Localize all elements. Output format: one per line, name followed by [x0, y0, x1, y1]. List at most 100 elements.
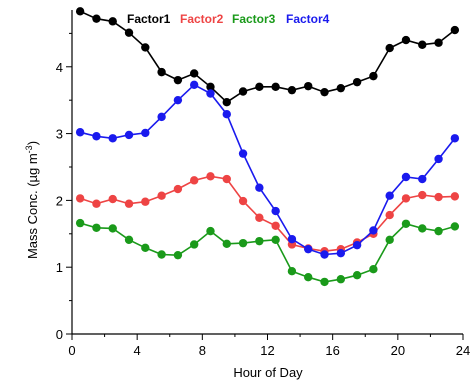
x-tick-label: 16 — [325, 343, 339, 358]
data-point-factor3 — [271, 235, 280, 245]
data-point-factor2 — [255, 213, 264, 222]
data-point-factor4 — [352, 240, 362, 250]
data-point-factor1 — [320, 87, 329, 97]
data-point-factor1 — [75, 7, 85, 16]
data-point-factor1 — [385, 43, 394, 53]
data-point-factor1 — [336, 83, 346, 93]
data-point-factor3 — [92, 223, 101, 232]
data-point-factor2 — [434, 192, 443, 202]
x-tick-label: 4 — [134, 343, 141, 358]
data-point-factor1 — [255, 82, 264, 92]
data-point-factor3 — [141, 243, 150, 253]
data-point-factor1 — [108, 17, 117, 26]
data-point-factor1 — [271, 82, 280, 92]
y-axis-title-superscript: -3 — [24, 145, 34, 153]
y-axis-title: Mass Conc. (µg m-3) — [24, 141, 40, 259]
series-factor1 — [75, 7, 460, 107]
y-axis-title-suffix: ) — [25, 141, 40, 145]
data-point-factor4 — [287, 234, 297, 244]
data-point-factor1 — [124, 28, 134, 37]
y-tick-label: 2 — [56, 193, 63, 208]
data-point-factor3 — [255, 236, 264, 246]
data-point-factor4 — [418, 174, 427, 184]
data-point-factor2 — [141, 197, 150, 206]
data-point-factor3 — [320, 277, 329, 287]
series-layer — [75, 7, 460, 287]
data-point-factor1 — [222, 97, 231, 107]
data-point-factor2 — [238, 196, 248, 206]
data-point-factor4 — [450, 134, 460, 143]
data-point-factor2 — [189, 176, 199, 185]
data-point-factor1 — [189, 69, 199, 78]
data-point-factor2 — [418, 190, 427, 200]
data-point-factor2 — [206, 172, 215, 181]
data-point-factor2 — [401, 194, 411, 203]
data-point-factor1 — [450, 25, 460, 35]
data-point-factor3 — [173, 250, 183, 260]
data-point-factor3 — [369, 265, 378, 274]
x-tick-label: 0 — [68, 343, 75, 358]
data-point-factor3 — [124, 235, 134, 245]
data-point-factor3 — [157, 250, 166, 259]
data-point-factor3 — [222, 239, 231, 249]
data-point-factor4 — [336, 248, 346, 258]
data-point-factor3 — [352, 271, 362, 280]
legend-item-factor3: Factor3 — [232, 12, 276, 26]
data-point-factor4 — [401, 172, 411, 182]
data-point-factor1 — [304, 81, 313, 91]
data-point-factor2 — [108, 194, 117, 204]
data-point-factor1 — [287, 85, 297, 95]
legend-item-factor4: Factor4 — [286, 12, 330, 26]
data-point-factor4 — [385, 191, 394, 200]
data-point-factor4 — [141, 128, 150, 138]
data-point-factor3 — [189, 240, 199, 249]
data-point-factor3 — [418, 224, 427, 233]
series-factor3 — [75, 218, 460, 287]
data-point-factor2 — [92, 199, 101, 208]
data-point-factor3 — [401, 219, 411, 228]
data-point-factor4 — [173, 95, 183, 105]
data-point-factor2 — [173, 184, 183, 194]
y-tick-label: 0 — [56, 327, 63, 342]
data-point-factor4 — [157, 112, 166, 122]
data-point-factor2 — [271, 221, 280, 230]
data-point-factor3 — [385, 235, 394, 245]
data-point-factor4 — [189, 80, 199, 90]
data-point-factor1 — [434, 38, 443, 47]
x-tick-label: 8 — [199, 343, 206, 358]
legend: Factor1 Factor2 Factor3 Factor4 — [127, 12, 330, 26]
data-point-factor1 — [418, 40, 427, 49]
data-point-factor4 — [304, 244, 313, 254]
x-tick-label: 24 — [456, 343, 470, 358]
data-point-factor1 — [401, 35, 411, 45]
data-point-factor3 — [238, 238, 248, 248]
data-point-factor1 — [238, 87, 248, 96]
data-point-factor3 — [434, 226, 443, 236]
data-point-factor1 — [206, 82, 215, 92]
data-point-factor1 — [352, 77, 362, 87]
data-point-factor4 — [434, 154, 443, 164]
data-point-factor2 — [385, 210, 394, 220]
series-factor4 — [75, 80, 460, 259]
data-point-factor4 — [108, 134, 117, 143]
data-point-factor2 — [450, 192, 460, 201]
data-point-factor2 — [222, 174, 231, 184]
data-point-factor3 — [336, 275, 346, 284]
y-tick-label: 3 — [56, 127, 63, 142]
data-point-factor4 — [320, 250, 329, 259]
legend-item-factor2: Factor2 — [180, 12, 224, 26]
x-axis-title: Hour of Day — [233, 365, 303, 380]
data-point-factor4 — [238, 149, 248, 158]
y-axis-title-main: Mass Conc. (µg m — [25, 153, 40, 259]
y-tick-label: 1 — [56, 260, 63, 275]
data-point-factor4 — [369, 226, 378, 235]
data-point-factor4 — [75, 128, 85, 137]
legend-item-factor1: Factor1 — [127, 12, 171, 26]
data-point-factor3 — [108, 224, 117, 233]
data-point-factor1 — [92, 14, 101, 23]
x-tick-label: 12 — [260, 343, 274, 358]
data-point-factor1 — [173, 75, 183, 85]
data-point-factor2 — [75, 194, 85, 203]
